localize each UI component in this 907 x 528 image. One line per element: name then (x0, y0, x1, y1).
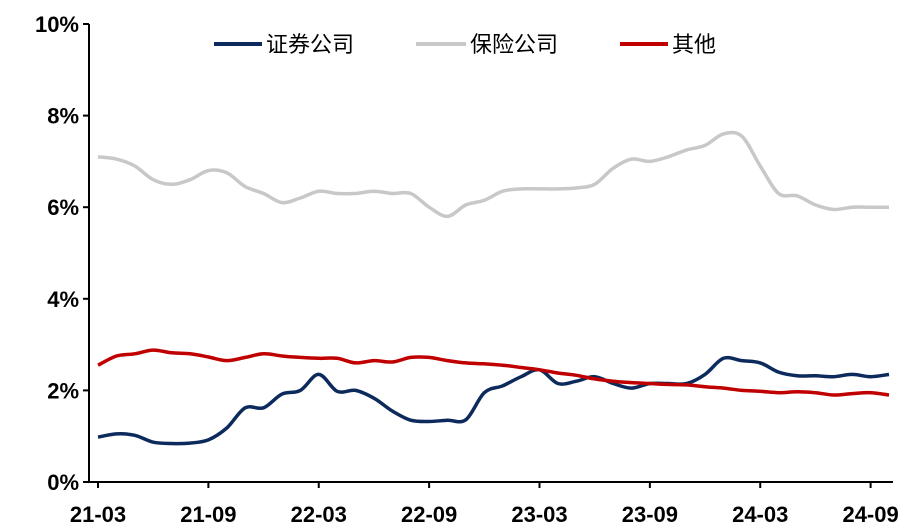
x-tick-label: 22-09 (401, 502, 457, 527)
x-tick-label: 21-03 (70, 502, 126, 527)
x-tick-label: 24-09 (842, 502, 898, 527)
series-line-insurance (98, 132, 889, 216)
y-tick-label: 8% (47, 104, 79, 129)
legend-label-securities: 证券公司 (266, 33, 354, 58)
legend-label-insurance: 保险公司 (470, 33, 558, 58)
y-tick-label: 10% (35, 12, 79, 37)
x-tick-label: 23-09 (622, 502, 678, 527)
plot-lines (98, 132, 889, 443)
y-tick-label: 2% (47, 378, 79, 403)
y-tick-label: 6% (47, 195, 79, 220)
y-tick-label: 0% (47, 470, 79, 495)
y-tick-label: 4% (47, 287, 79, 312)
x-tick-label: 21-09 (180, 502, 236, 527)
x-axis: 21-03 21-09 22-03 22-09 23-03 23-09 24-03 24-09 (70, 482, 899, 527)
x-tick-label: 23-03 (511, 502, 567, 527)
legend-label-other: 其他 (672, 33, 716, 58)
y-axis: 0% 2% 4% 6% 8% 10% (35, 12, 89, 495)
x-tick-label: 24-03 (732, 502, 788, 527)
x-tick-label: 22-03 (291, 502, 347, 527)
series-line-securities (98, 358, 889, 444)
legend: 证券公司 保险公司 其他 (214, 33, 716, 58)
